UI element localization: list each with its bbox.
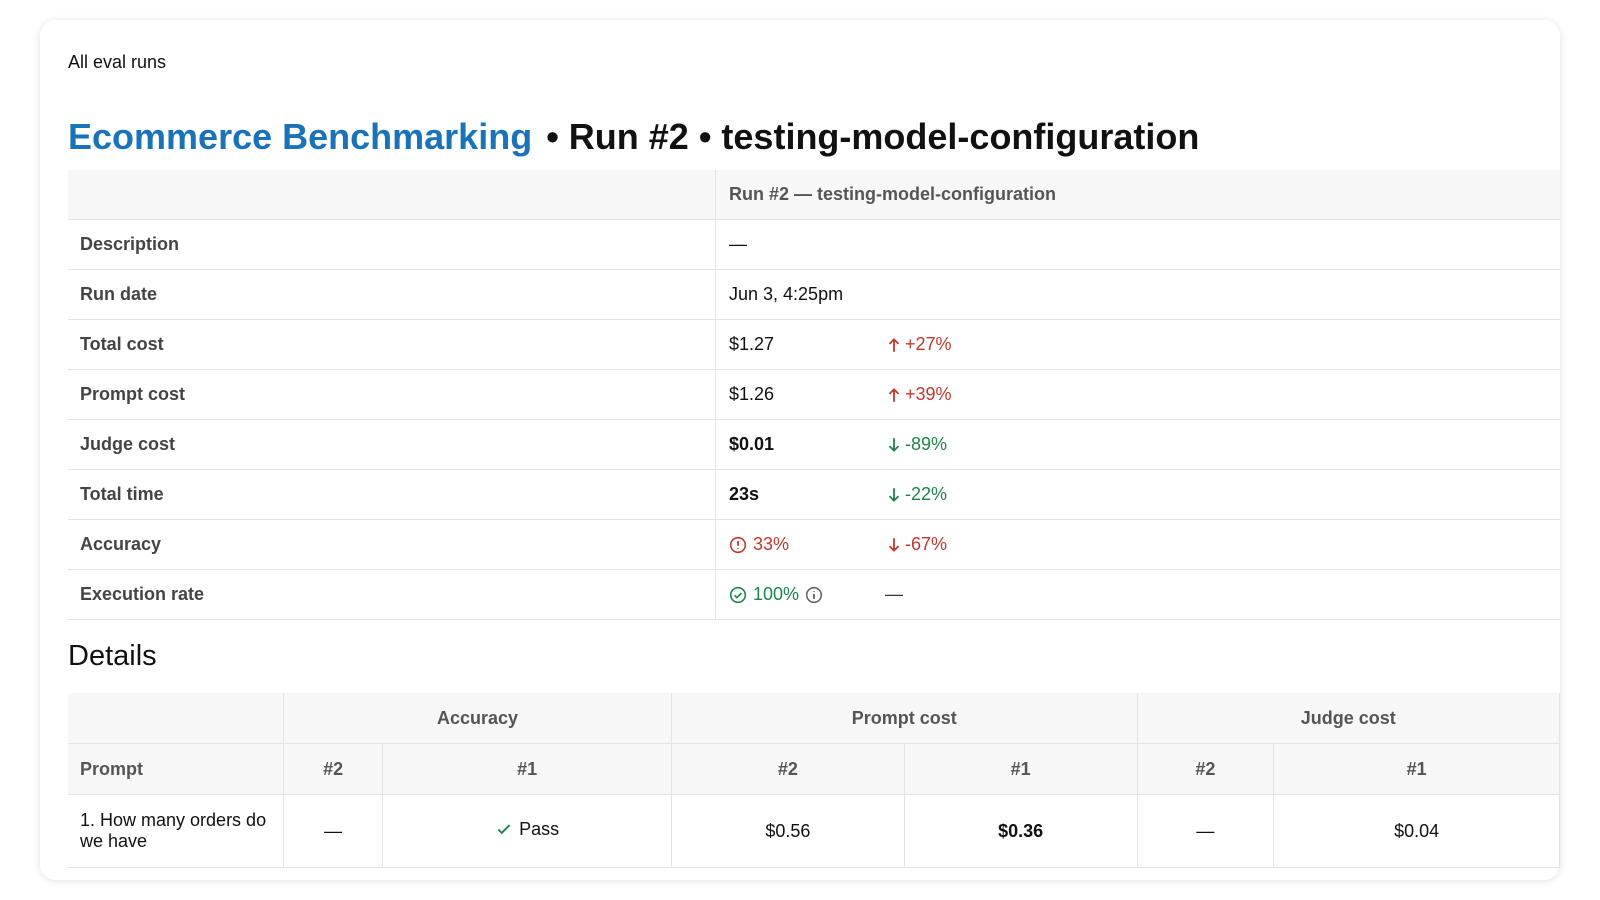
column-header: #2 xyxy=(283,743,384,795)
row-value-cell: $1.26 xyxy=(716,384,885,405)
cell-text: — xyxy=(324,820,343,841)
up-icon xyxy=(888,387,900,402)
row-value-cell: 23s xyxy=(716,484,885,505)
summary-row: Description — xyxy=(68,220,1560,270)
column-header: #2 xyxy=(1137,743,1275,795)
header-empty xyxy=(68,170,716,219)
summary-row: Total cost $1.27 +27% xyxy=(68,320,1560,370)
cell-text: — xyxy=(1196,820,1215,841)
row-change-cell: -67% xyxy=(885,534,947,555)
row-label: Description xyxy=(68,220,716,269)
row-value: $1.27 xyxy=(729,334,775,354)
column-header: #1 xyxy=(382,743,673,795)
row-value: 23s xyxy=(729,484,760,504)
row-label: Total time xyxy=(68,470,716,519)
summary-table: Run #2 — testing-model-configuration Desc… xyxy=(68,170,1560,620)
cell-text: $0.04 xyxy=(1394,820,1440,841)
down-icon xyxy=(888,537,900,552)
row-value-cell: $1.27 xyxy=(716,334,885,355)
summary-row: Accuracy 33% -67% xyxy=(68,520,1560,570)
row-change-cell: +27% xyxy=(885,334,952,355)
row-value: — xyxy=(729,234,747,254)
row-value: $0.01 xyxy=(729,434,775,454)
group-header: Accuracy xyxy=(283,693,673,744)
page-title: Ecommerce Benchmarking • Run #2 • testing… xyxy=(68,116,1199,158)
breadcrumb[interactable]: All eval runs xyxy=(68,52,167,72)
column-header: #1 xyxy=(1273,743,1560,795)
row-change: -67% xyxy=(905,534,948,554)
details-row: 1. How many orders do we have — Pass $0.56 $… xyxy=(68,794,1560,868)
row-value-cell: Jun 3, 4:25pm xyxy=(716,284,885,305)
warning-icon xyxy=(729,536,747,553)
row-label: Execution rate xyxy=(68,570,716,619)
row-change-cell: -22% xyxy=(885,484,947,505)
row-change: -89% xyxy=(905,434,948,454)
details-cell: $0.36 xyxy=(904,794,1138,868)
column-header: #1 xyxy=(904,743,1138,795)
row-value: 100% xyxy=(753,584,800,604)
down-icon xyxy=(888,437,900,452)
summary-row: Prompt cost $1.26 +39% xyxy=(68,370,1560,420)
cell-text: $0.56 xyxy=(765,820,811,841)
summary-row: Judge cost $0.01 -89% xyxy=(68,420,1560,470)
details-cell: $0.56 xyxy=(671,794,905,868)
details-cell: Pass xyxy=(382,794,673,868)
summary-header: Run #2 — testing-model-configuration xyxy=(729,184,1056,204)
column-header-row: Prompt #2 #1 #2 #1 #2 #1 xyxy=(68,743,1560,795)
row-label: Total cost xyxy=(68,320,716,369)
summary-row: Execution rate 100% — xyxy=(68,570,1560,620)
group-header: Judge cost xyxy=(1137,693,1560,744)
check-icon xyxy=(729,586,747,603)
pass-label: Pass xyxy=(519,818,560,839)
row-value-cell: 100% xyxy=(716,584,885,605)
row-change-cell: -89% xyxy=(885,434,947,455)
pass-wrap: Pass xyxy=(495,819,559,840)
row-value: $1.26 xyxy=(729,384,775,404)
details-cell: $0.04 xyxy=(1273,794,1560,868)
row-change: +27% xyxy=(905,334,952,354)
details-heading: Details xyxy=(68,640,157,672)
row-value: 33% xyxy=(753,534,790,554)
details-cell: 1. How many orders do we have xyxy=(68,794,284,868)
tick-icon xyxy=(497,824,511,835)
details-cell: — xyxy=(283,794,384,868)
row-change: -22% xyxy=(905,484,948,504)
row-value-cell: 33% xyxy=(716,534,885,555)
column-header: Prompt xyxy=(68,743,284,795)
row-value: Jun 3, 4:25pm xyxy=(729,284,844,304)
card: All eval runs Ecommerce Benchmarking • Ru… xyxy=(40,20,1560,880)
summary-header-row: Run #2 — testing-model-configuration xyxy=(68,170,1560,220)
row-value-cell: — xyxy=(716,234,885,255)
header-empty xyxy=(68,693,284,744)
cell-text: $0.36 xyxy=(998,820,1044,841)
down-icon xyxy=(888,487,900,502)
group-header-row: Accuracy Prompt cost Judge cost xyxy=(68,693,1560,744)
info-icon xyxy=(805,586,823,603)
project-link[interactable]: Ecommerce Benchmarking xyxy=(68,116,533,157)
row-change-cell: +39% xyxy=(885,384,952,405)
row-change-cell: — xyxy=(885,584,903,605)
summary-row: Total time 23s -22% xyxy=(68,470,1560,520)
row-change: — xyxy=(885,584,903,604)
run-title: • Run #2 • testing-model-configuration xyxy=(546,116,1200,157)
row-label: Accuracy xyxy=(68,520,716,569)
details-cell: — xyxy=(1137,794,1275,868)
row-label: Judge cost xyxy=(68,420,716,469)
summary-row: Run date Jun 3, 4:25pm xyxy=(68,270,1560,320)
cell-text: 1. How many orders do we have xyxy=(80,810,267,851)
group-header: Prompt cost xyxy=(671,693,1138,744)
row-label: Prompt cost xyxy=(68,370,716,419)
row-label: Run date xyxy=(68,270,716,319)
details-table: Accuracy Prompt cost Judge cost Prompt #2 #1 #… xyxy=(68,693,1560,868)
row-value-cell: $0.01 xyxy=(716,434,885,455)
column-header: #2 xyxy=(671,743,905,795)
row-change: +39% xyxy=(905,384,952,404)
up-icon xyxy=(888,337,900,352)
